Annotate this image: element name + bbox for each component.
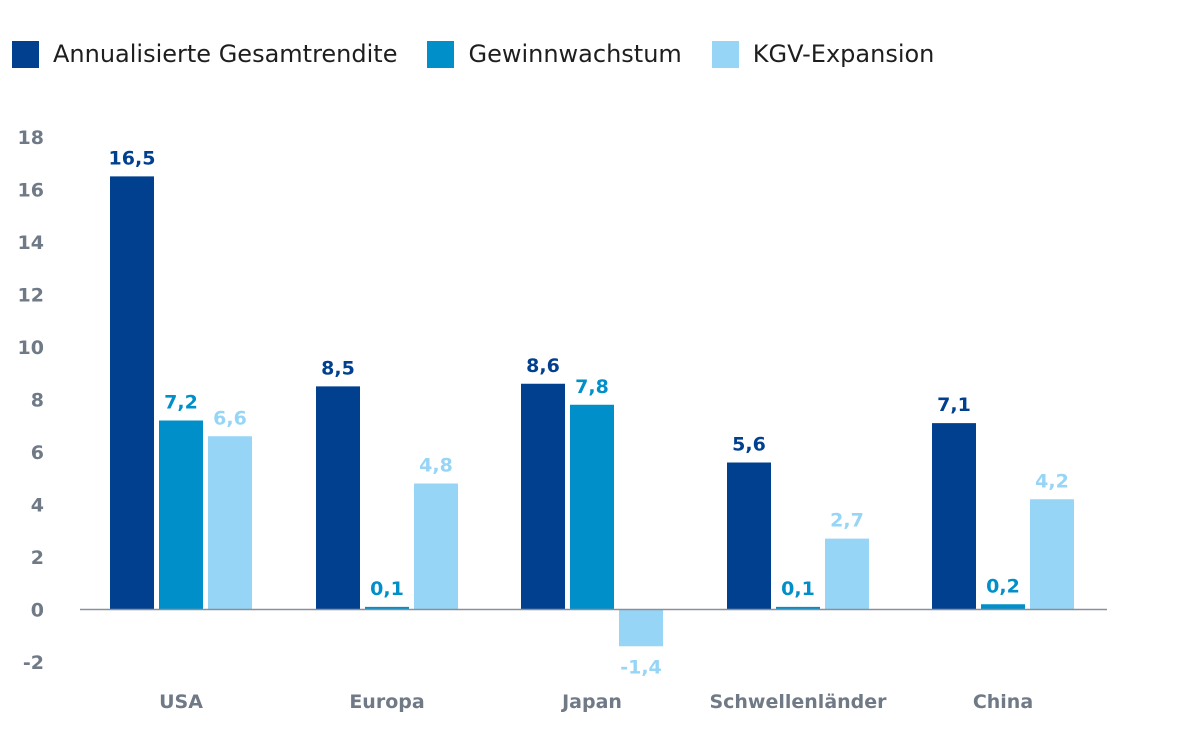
bar	[776, 606, 820, 610]
bar	[414, 483, 458, 610]
y-tick-label: 6	[31, 442, 44, 464]
y-tick-label: 0	[31, 600, 44, 622]
legend-swatch-gewinnwachstum	[427, 40, 455, 68]
legend-item-gesamtrendite: Annualisierte Gesamtrendite	[12, 40, 397, 68]
y-tick-label: 8	[31, 390, 44, 412]
data-label: 16,5	[109, 147, 156, 169]
data-label: 0,1	[370, 578, 404, 600]
legend-label-gewinnwachstum: Gewinnwachstum	[468, 40, 682, 68]
legend-label-kgv-expansion: KGV-Expansion	[752, 40, 935, 68]
y-tick-label: 12	[18, 285, 44, 307]
category-label: China	[973, 691, 1033, 713]
bar	[521, 383, 565, 610]
data-label: 8,5	[321, 357, 355, 379]
bar	[981, 604, 1025, 610]
data-label: 6,6	[213, 407, 247, 429]
legend-item-kgv-expansion: KGV-Expansion	[711, 40, 935, 68]
bar	[110, 176, 154, 610]
data-label: -1,4	[620, 656, 662, 678]
data-label: 4,8	[419, 455, 453, 477]
bar	[208, 436, 252, 610]
legend-swatch-gesamtrendite	[12, 40, 39, 68]
y-tick-label: -2	[23, 652, 44, 674]
y-tick-label: 4	[31, 495, 44, 517]
chart-legend: Annualisierte Gesamtrendite Gewinnwachst…	[12, 36, 964, 72]
bar	[570, 404, 614, 610]
data-label: 0,2	[986, 575, 1020, 597]
category-label: USA	[159, 691, 203, 713]
legend-swatch-kgv-expansion	[711, 40, 739, 68]
data-label: 4,2	[1035, 470, 1069, 492]
y-tick-label: 16	[18, 180, 44, 202]
legend-item-gewinnwachstum: Gewinnwachstum	[427, 40, 682, 68]
data-label: 7,2	[164, 392, 198, 414]
category-label: Schwellenländer	[709, 691, 887, 713]
bar	[1030, 499, 1074, 610]
data-label: 8,6	[526, 355, 560, 377]
bar	[727, 462, 771, 610]
y-tick-label: 2	[31, 547, 44, 569]
bar	[825, 538, 869, 610]
legend-label-gesamtrendite: Annualisierte Gesamtrendite	[53, 40, 398, 68]
data-label: 7,1	[937, 394, 971, 416]
bar	[619, 609, 663, 647]
bar	[316, 386, 360, 610]
category-label: Europa	[349, 691, 424, 713]
data-label: 0,1	[781, 578, 815, 600]
data-label: 5,6	[732, 434, 766, 456]
y-tick-label: 14	[18, 232, 44, 254]
y-tick-label: 18	[18, 127, 44, 149]
bar	[159, 420, 203, 610]
category-label: Japan	[560, 691, 622, 713]
bar	[365, 606, 409, 610]
data-label: 2,7	[830, 510, 864, 532]
y-tick-label: 10	[18, 337, 44, 359]
data-label: 7,8	[575, 376, 609, 398]
bar	[932, 423, 976, 610]
